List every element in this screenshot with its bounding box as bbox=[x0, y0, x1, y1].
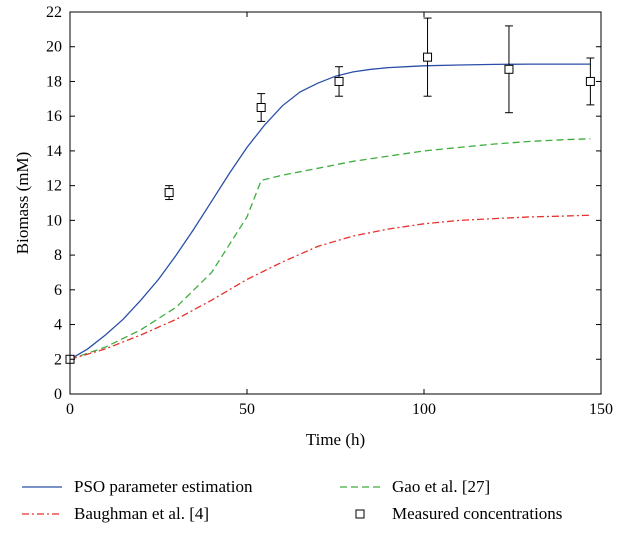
x-axis-ticks: 0 50 100 150 bbox=[66, 12, 613, 418]
measured-point bbox=[164, 188, 174, 198]
x-tick-label: 150 bbox=[589, 401, 613, 418]
series-line-1 bbox=[69, 138, 591, 360]
y-tick-label: 18 bbox=[46, 73, 62, 90]
legend-label-1: Gao et al. [27] bbox=[392, 477, 490, 496]
y-tick-label: 6 bbox=[54, 282, 62, 299]
y-tick-label: 4 bbox=[54, 317, 62, 334]
measured-point bbox=[504, 64, 514, 74]
y-axis-label: Biomass (mM) bbox=[13, 152, 32, 254]
x-tick-label: 0 bbox=[66, 401, 74, 418]
legend: PSO parameter estimation Gao et al. [27] B… bbox=[22, 477, 562, 523]
legend-swatch-marker bbox=[355, 509, 365, 519]
legend-label-3: Measured concentrations bbox=[392, 504, 562, 523]
x-axis-label: Time (h) bbox=[306, 430, 365, 449]
series-line-0 bbox=[69, 63, 591, 360]
measured-point bbox=[585, 76, 595, 86]
measured-point bbox=[334, 76, 344, 86]
series-line-2 bbox=[69, 214, 591, 360]
y-tick-label: 16 bbox=[46, 108, 62, 125]
plot-frame bbox=[69, 11, 602, 395]
plot-lines bbox=[69, 63, 591, 360]
y-tick-label: 0 bbox=[54, 386, 62, 403]
measured-points bbox=[65, 17, 595, 364]
y-tick-label: 8 bbox=[54, 247, 62, 264]
y-tick-label: 22 bbox=[46, 4, 62, 21]
y-axis-ticks: 0 2 4 6 8 10 12 14 16 18 20 22 bbox=[46, 4, 601, 403]
y-tick-label: 14 bbox=[46, 143, 62, 160]
x-tick-label: 50 bbox=[239, 401, 255, 418]
legend-label-2: Baughman et al. [4] bbox=[74, 504, 209, 523]
measured-point bbox=[423, 52, 433, 62]
y-tick-label: 2 bbox=[54, 351, 62, 368]
measured-point bbox=[256, 103, 266, 112]
y-tick-label: 20 bbox=[46, 39, 62, 56]
y-tick-label: 12 bbox=[46, 178, 62, 195]
legend-label-0: PSO parameter estimation bbox=[74, 477, 253, 496]
x-tick-label: 100 bbox=[412, 401, 436, 418]
y-tick-label: 10 bbox=[46, 212, 62, 229]
